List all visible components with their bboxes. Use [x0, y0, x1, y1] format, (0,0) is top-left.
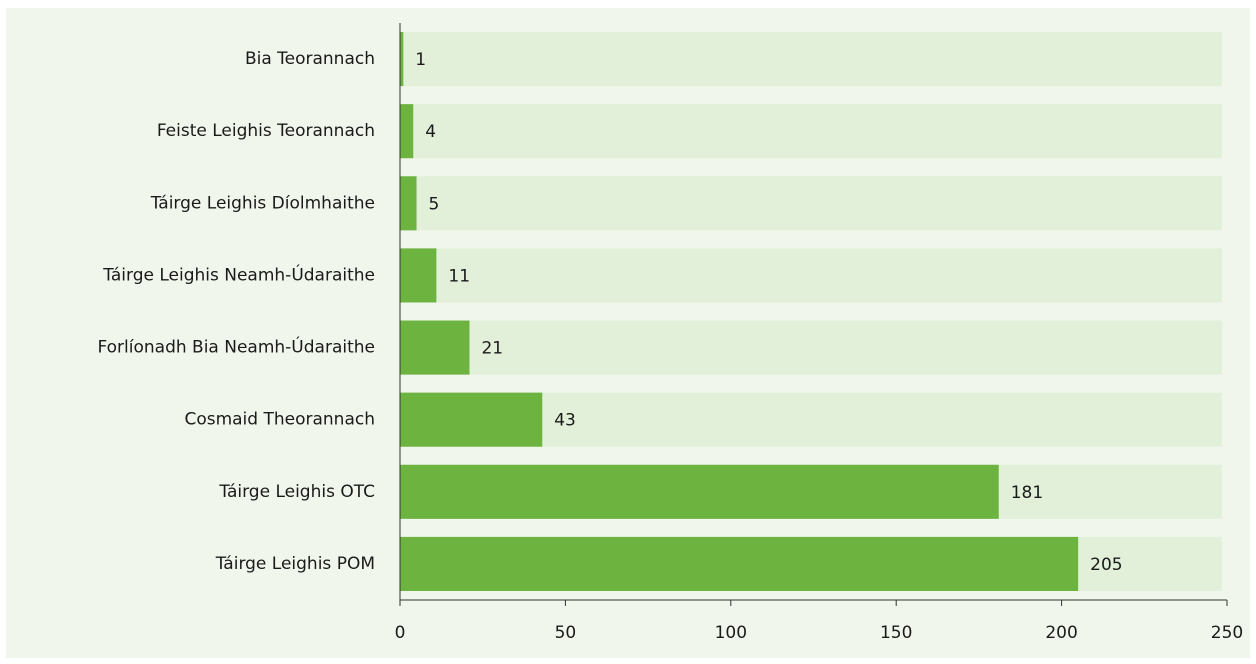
bar — [400, 248, 437, 303]
y-tick-label: Táirge Leighis OTC — [218, 482, 375, 502]
y-tick-label: Táirge Leighis POM — [215, 554, 375, 574]
y-tick-label: Forlíonadh Bia Neamh-Údaraithe — [97, 336, 375, 358]
x-tick-label: 200 — [1045, 623, 1077, 643]
x-tick-label: 100 — [715, 623, 747, 643]
data-label: 181 — [1011, 483, 1043, 503]
y-tick-label: Táirge Leighis Díolmhaithe — [150, 193, 375, 213]
data-label: 11 — [448, 266, 470, 286]
bar — [400, 392, 543, 447]
y-tick-label: Feiste Leighis Teorannach — [157, 121, 375, 141]
bar-track — [400, 176, 1222, 231]
data-label: 21 — [481, 339, 503, 359]
x-tick-label: 250 — [1211, 623, 1243, 643]
bar — [400, 320, 470, 375]
data-label: 4 — [425, 122, 436, 142]
x-tick-label: 0 — [395, 623, 406, 643]
data-label: 1 — [415, 50, 426, 70]
y-tick-label: Cosmaid Theorannach — [184, 410, 375, 430]
bar — [400, 32, 404, 87]
bar — [400, 464, 999, 519]
bar — [400, 104, 414, 159]
x-tick-label: 50 — [555, 623, 577, 643]
x-tick-label: 150 — [880, 623, 912, 643]
y-tick-label: Táirge Leighis Neamh-Údaraithe — [102, 263, 375, 285]
y-tick-label: Bia Teorannach — [245, 49, 375, 69]
bar-track — [400, 248, 1222, 303]
data-label: 5 — [429, 194, 440, 214]
bar-track — [400, 320, 1222, 375]
data-label: 205 — [1090, 555, 1122, 575]
bar-track — [400, 32, 1222, 87]
bar-track — [400, 104, 1222, 159]
bar — [400, 176, 417, 231]
data-label: 43 — [554, 411, 576, 431]
bar — [400, 536, 1079, 591]
